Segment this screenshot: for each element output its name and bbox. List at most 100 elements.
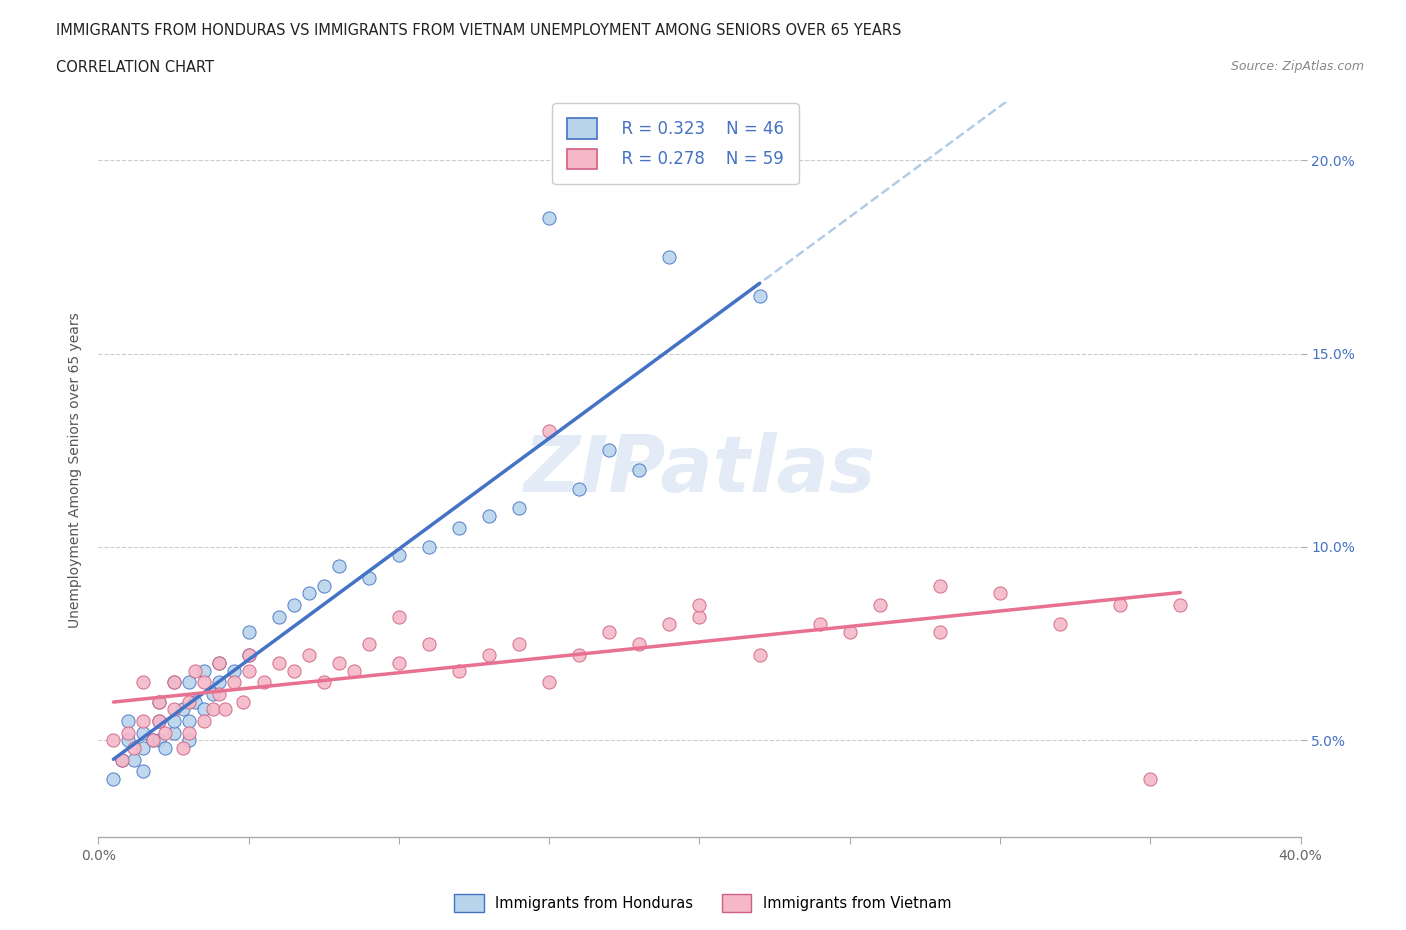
Point: [132, 675, 155, 690]
Point: [141, 733, 163, 748]
Point: [111, 752, 134, 767]
Point: [689, 598, 711, 613]
Point: [183, 663, 205, 678]
Point: [1170, 598, 1192, 613]
Point: [628, 462, 651, 477]
Point: [201, 702, 224, 717]
Point: [162, 713, 184, 728]
Point: [148, 694, 170, 709]
Point: [177, 694, 200, 709]
Point: [193, 713, 215, 728]
Point: [141, 733, 163, 748]
Point: [447, 520, 470, 535]
Point: [598, 443, 620, 458]
Point: [1139, 772, 1161, 787]
Point: [418, 539, 440, 554]
Point: [208, 656, 231, 671]
Legend:   R = 0.323    N = 46,   R = 0.278    N = 59: R = 0.323 N = 46, R = 0.278 N = 59: [553, 103, 799, 184]
Point: [132, 740, 155, 755]
Point: [193, 702, 215, 717]
Point: [117, 733, 139, 748]
Point: [222, 663, 245, 678]
Point: [124, 752, 146, 767]
Point: [267, 656, 290, 671]
Point: [1049, 617, 1071, 631]
Point: [238, 648, 260, 663]
Point: [132, 725, 155, 740]
Point: [162, 675, 184, 690]
Point: [508, 636, 530, 651]
Point: [568, 482, 591, 497]
Point: [153, 725, 176, 740]
Point: [232, 694, 254, 709]
Point: [388, 656, 411, 671]
Point: [808, 617, 831, 631]
Point: [148, 713, 170, 728]
Point: [598, 625, 620, 640]
Point: [478, 648, 501, 663]
Point: [929, 625, 952, 640]
Point: [748, 648, 770, 663]
Point: [328, 559, 350, 574]
Point: [162, 725, 184, 740]
Point: [177, 713, 200, 728]
Point: [538, 675, 561, 690]
Point: [132, 713, 155, 728]
Point: [214, 702, 236, 717]
Point: [172, 702, 194, 717]
Point: [177, 725, 200, 740]
Point: [238, 663, 260, 678]
Legend: Immigrants from Honduras, Immigrants from Vietnam: Immigrants from Honduras, Immigrants fro…: [449, 888, 957, 918]
Point: [132, 764, 155, 778]
Point: [1109, 598, 1132, 613]
Point: [658, 617, 681, 631]
Text: ZIPatlas: ZIPatlas: [523, 432, 876, 508]
Point: [162, 702, 184, 717]
Point: [148, 733, 170, 748]
Text: Source: ZipAtlas.com: Source: ZipAtlas.com: [1230, 60, 1364, 73]
Point: [208, 656, 231, 671]
Point: [298, 586, 321, 601]
Point: [988, 586, 1011, 601]
Point: [343, 663, 366, 678]
Point: [298, 648, 321, 663]
Point: [538, 423, 561, 438]
Point: [162, 675, 184, 690]
Point: [238, 648, 260, 663]
Point: [153, 740, 176, 755]
Point: [357, 570, 380, 585]
Point: [568, 648, 591, 663]
Point: [748, 288, 770, 303]
Point: [208, 686, 231, 701]
Point: [124, 740, 146, 755]
Point: [312, 578, 335, 593]
Point: [238, 625, 260, 640]
Point: [538, 211, 561, 226]
Point: [177, 733, 200, 748]
Point: [193, 663, 215, 678]
Point: [447, 663, 470, 678]
Point: [267, 609, 290, 624]
Point: [201, 686, 224, 701]
Point: [253, 675, 276, 690]
Point: [508, 501, 530, 516]
Point: [418, 636, 440, 651]
Point: [478, 509, 501, 524]
Point: [283, 663, 305, 678]
Point: [148, 713, 170, 728]
Point: [117, 725, 139, 740]
Point: [208, 675, 231, 690]
Point: [869, 598, 891, 613]
Point: [357, 636, 380, 651]
Point: [183, 694, 205, 709]
Point: [312, 675, 335, 690]
Point: [177, 675, 200, 690]
Point: [111, 752, 134, 767]
Point: [193, 675, 215, 690]
Point: [838, 625, 860, 640]
Point: [689, 609, 711, 624]
Point: [103, 733, 125, 748]
Point: [628, 636, 651, 651]
Point: [172, 740, 194, 755]
Point: [388, 609, 411, 624]
